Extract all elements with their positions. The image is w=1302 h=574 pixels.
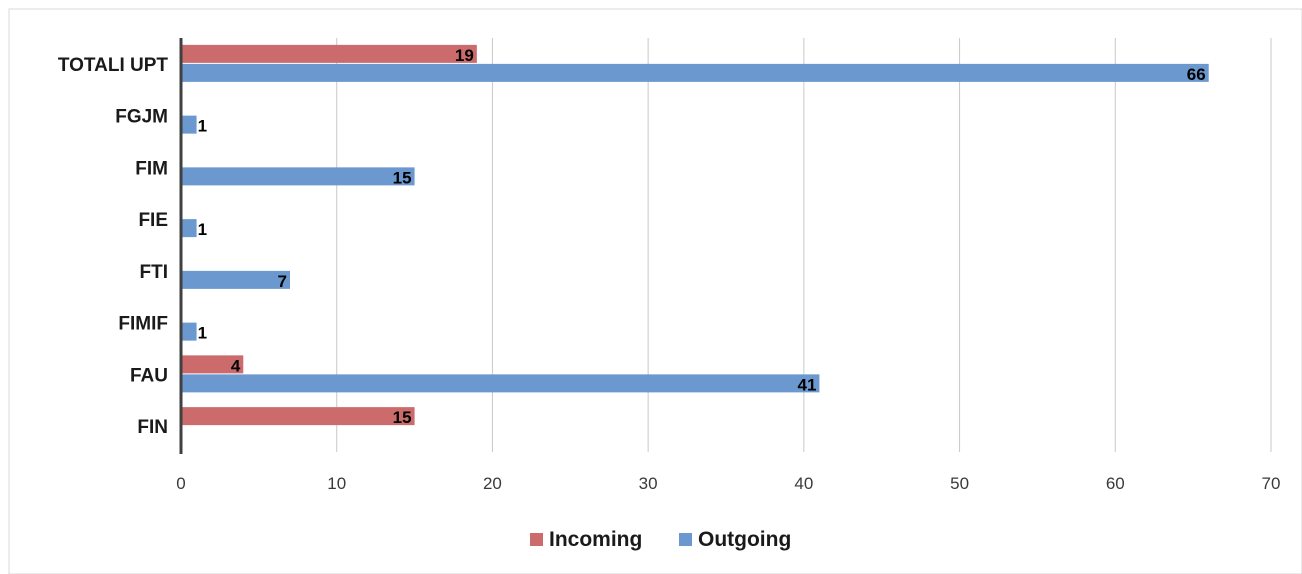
legend-swatch-incoming	[530, 533, 543, 546]
data-label: 41	[798, 375, 817, 394]
legend: Incoming Outgoing	[530, 528, 791, 551]
x-tick-label: 60	[1106, 474, 1125, 493]
category-label: FIE	[138, 210, 168, 231]
data-label: 1	[198, 220, 207, 239]
bar-outgoing	[181, 322, 197, 341]
category-label: FIMIF	[118, 314, 168, 335]
category-label: FIM	[135, 158, 168, 179]
category-label: FIN	[137, 417, 168, 438]
legend-label-outgoing: Outgoing	[698, 528, 791, 551]
bar-incoming	[181, 44, 477, 63]
bar-outgoing	[181, 374, 820, 393]
x-tick-label: 50	[950, 474, 969, 493]
bars	[181, 44, 1209, 426]
bar-outgoing	[181, 115, 197, 134]
data-label: 15	[393, 168, 412, 187]
category-label: FTI	[140, 262, 169, 283]
data-label: 1	[198, 117, 207, 136]
x-tick-label: 30	[639, 474, 658, 493]
bar-incoming	[181, 407, 415, 426]
category-label: TOTALI UPT	[58, 55, 169, 76]
bar-outgoing	[181, 219, 197, 238]
legend-swatch-outgoing	[679, 533, 692, 546]
bar-outgoing	[181, 270, 290, 289]
x-tick-label: 40	[794, 474, 813, 493]
data-label: 15	[393, 408, 412, 427]
data-label: 66	[1187, 65, 1206, 84]
category-label: FAU	[130, 365, 168, 386]
chart-border	[8, 8, 1302, 574]
x-tick-label: 0	[176, 474, 185, 493]
data-label: 7	[278, 272, 287, 291]
labels: 0 10 20 30 40 50 60 70 TOTALI UPT 19 66 FGJM 1 FIM 15 F…	[58, 46, 1281, 493]
x-tick-label: 70	[1262, 474, 1281, 493]
x-tick-label: 10	[327, 474, 346, 493]
bar-incoming	[181, 355, 244, 374]
data-label: 4	[231, 356, 241, 375]
category-label: FGJM	[115, 107, 168, 128]
data-label: 1	[198, 324, 207, 343]
bar-outgoing	[181, 63, 1209, 82]
bar-outgoing	[181, 167, 415, 186]
legend-label-incoming: Incoming	[549, 528, 642, 551]
data-label: 19	[455, 46, 474, 65]
x-tick-label: 20	[483, 474, 502, 493]
